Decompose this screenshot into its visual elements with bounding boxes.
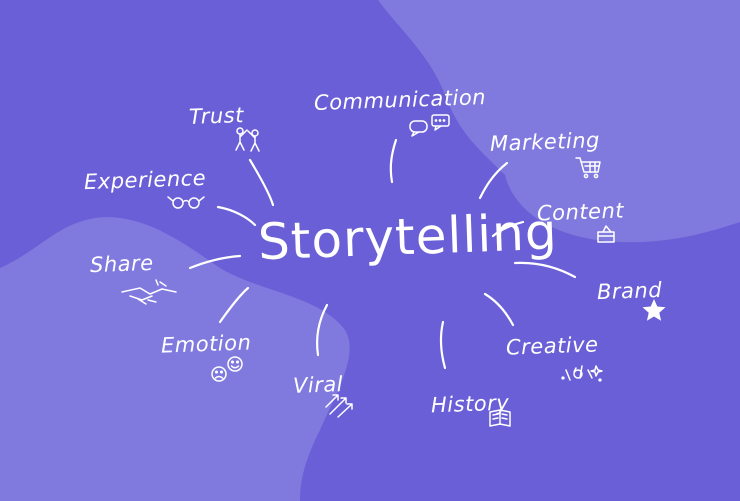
connector-content — [491, 220, 525, 238]
connector-brand — [513, 261, 577, 279]
connector-history — [439, 320, 447, 370]
connector-share — [188, 254, 242, 270]
book-icon — [489, 409, 511, 427]
connector-creative — [483, 292, 515, 327]
handshake-icon — [121, 279, 177, 305]
faces-icon — [211, 356, 243, 382]
glasses-icon — [167, 196, 205, 209]
node-history: History — [430, 390, 510, 418]
connectors — [188, 138, 577, 370]
connector-experience — [216, 205, 257, 227]
node-emotion: Emotion — [160, 330, 252, 358]
arrows-icon — [325, 394, 353, 418]
node-content: Content — [536, 198, 625, 226]
node-marketing: Marketing — [489, 128, 601, 156]
node-brand: Brand — [596, 277, 663, 305]
bottom-left-blob — [0, 217, 350, 501]
node-viral: Viral — [292, 372, 344, 398]
center-label: Storytelling — [257, 202, 559, 272]
shopping-cart-icon — [575, 157, 601, 179]
connector-communication — [389, 138, 398, 184]
sparkle-doodle-icon — [561, 365, 603, 382]
top-right-blob — [378, 0, 740, 243]
star-icon — [642, 299, 666, 321]
node-creative: Creative — [505, 332, 599, 360]
connector-trust — [248, 158, 275, 207]
connector-viral — [316, 303, 329, 357]
connector-marketing — [478, 161, 509, 200]
connector-emotion — [218, 286, 250, 324]
people-high-five-icon — [235, 127, 260, 152]
node-trust: Trust — [188, 103, 245, 129]
content-box-icon — [597, 225, 615, 243]
node-share: Share — [89, 250, 154, 278]
node-experience: Experience — [83, 165, 207, 195]
speech-bubbles-icon — [409, 114, 450, 137]
